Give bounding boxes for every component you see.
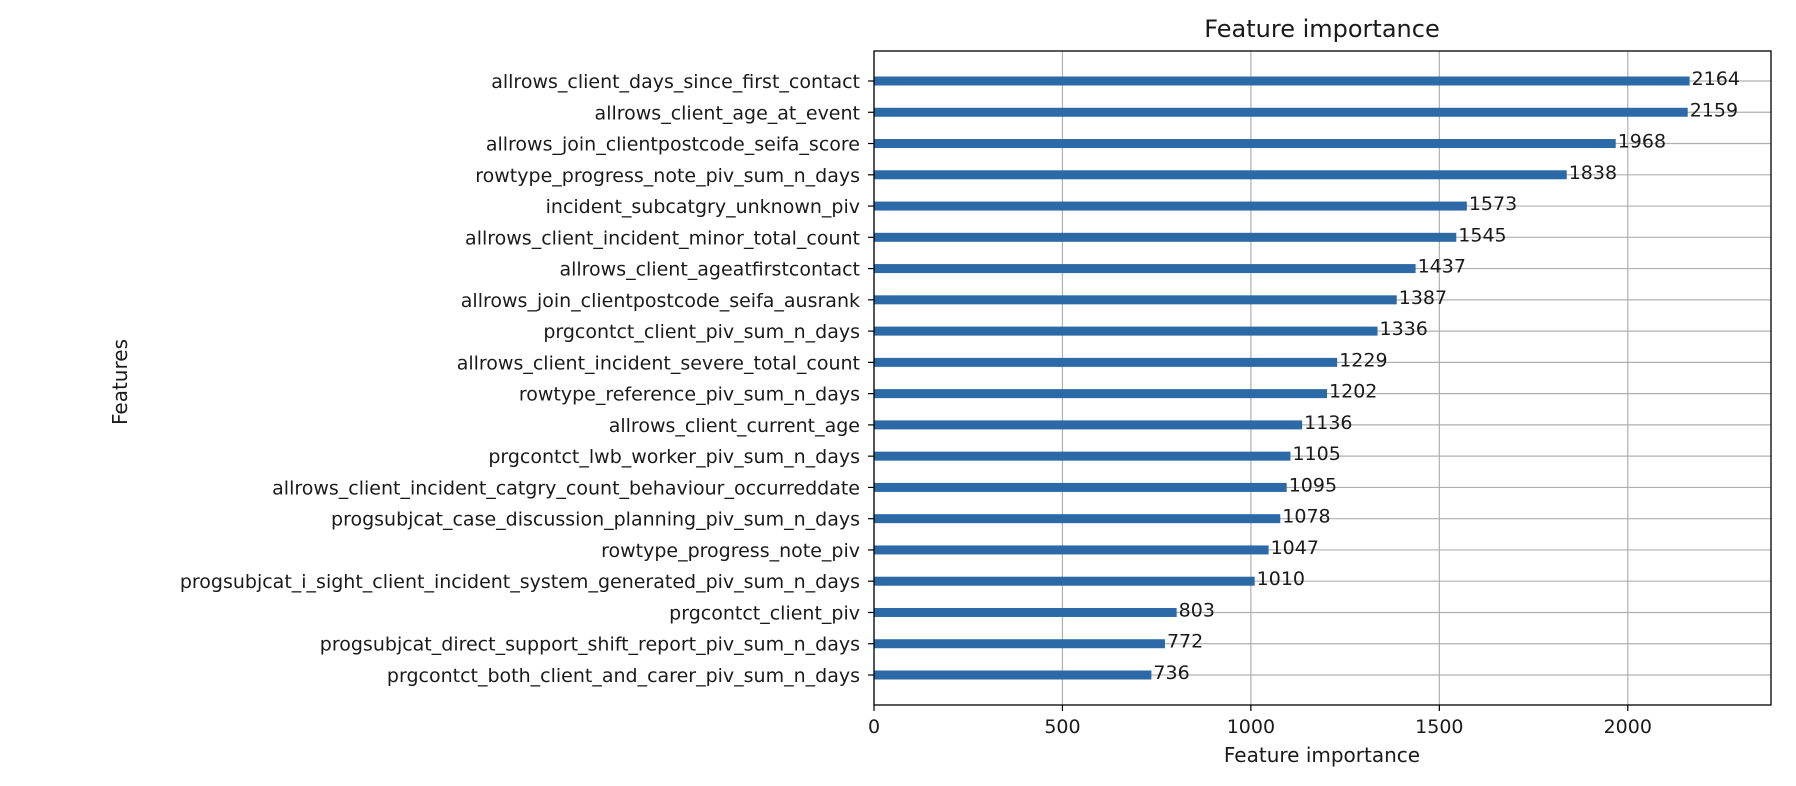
- bar: [874, 607, 1177, 617]
- category-label: allrows_client_incident_minor_total_coun…: [465, 227, 860, 249]
- x-axis-label: Feature importance: [1224, 743, 1420, 767]
- bar: [874, 295, 1397, 305]
- bar: [874, 264, 1416, 274]
- x-tick-label: 2000: [1604, 716, 1652, 738]
- category-label: progsubjcat_case_discussion_planning_piv…: [331, 509, 860, 531]
- value-label: 1047: [1271, 537, 1319, 559]
- bar: [874, 420, 1303, 430]
- x-tick-label: 500: [1044, 716, 1080, 738]
- bar: [874, 170, 1567, 180]
- bar: [874, 76, 1690, 86]
- category-label: allrows_client_days_since_first_contact: [491, 71, 860, 93]
- value-label: 1105: [1292, 443, 1340, 465]
- value-label: 1573: [1469, 193, 1517, 215]
- category-label: allrows_client_incident_catgry_count_beh…: [272, 477, 860, 499]
- bar: [874, 139, 1616, 149]
- bar: [874, 639, 1165, 649]
- bar: [874, 670, 1152, 680]
- value-label: 2159: [1690, 99, 1738, 121]
- value-label: 1545: [1458, 224, 1506, 246]
- category-label: prgcontct_client_piv: [669, 602, 860, 624]
- value-label: 1336: [1380, 318, 1428, 340]
- value-label: 772: [1167, 631, 1203, 653]
- value-label: 1078: [1282, 506, 1330, 528]
- value-label: 1838: [1569, 162, 1617, 184]
- category-label: prgcontct_both_client_and_carer_piv_sum_…: [387, 665, 860, 687]
- x-tick-label: 0: [868, 716, 880, 738]
- category-label: incident_subcatgry_unknown_piv: [546, 196, 860, 218]
- bar: [874, 576, 1255, 586]
- category-label: prgcontct_client_piv_sum_n_days: [543, 321, 860, 343]
- x-tick-label: 1000: [1227, 716, 1275, 738]
- value-label: 803: [1179, 599, 1215, 621]
- y-axis-label: Features: [108, 339, 132, 425]
- category-label: allrows_join_clientpostcode_seifa_score: [486, 134, 860, 156]
- category-label: rowtype_progress_note_piv: [601, 540, 860, 562]
- bar: [874, 451, 1291, 461]
- plot-frame: [873, 50, 1772, 706]
- category-labels: allrows_client_days_since_first_contacta…: [180, 71, 860, 687]
- x-tick-label: 1500: [1415, 716, 1463, 738]
- x-axis-ticks: 0 500 1000 1500 2000: [868, 80, 1652, 738]
- category-label: allrows_client_current_age: [609, 415, 860, 437]
- value-label: 736: [1153, 662, 1189, 684]
- category-label: progsubjcat_direct_support_shift_report_…: [320, 634, 860, 656]
- chart-title: Feature importance: [1204, 15, 1439, 43]
- bar: [874, 201, 1467, 211]
- value-label: 1437: [1418, 256, 1466, 278]
- bars: [874, 76, 1690, 680]
- value-label: 1387: [1399, 287, 1447, 309]
- category-label: allrows_client_age_at_event: [595, 102, 860, 124]
- bar: [874, 389, 1328, 399]
- value-label: 1136: [1304, 412, 1352, 434]
- value-label: 1095: [1289, 474, 1337, 496]
- category-label: rowtype_reference_piv_sum_n_days: [519, 384, 860, 406]
- category-label: allrows_client_incident_severe_total_cou…: [457, 352, 860, 374]
- category-label: rowtype_progress_note_piv_sum_n_days: [475, 165, 860, 187]
- bar: [874, 514, 1281, 524]
- bar: [874, 357, 1338, 367]
- value-label: 2164: [1692, 68, 1740, 90]
- value-label: 1968: [1618, 131, 1666, 153]
- category-label: prgcontct_lwb_worker_piv_sum_n_days: [488, 446, 860, 468]
- bar: [874, 482, 1287, 492]
- category-label: progsubjcat_i_sight_client_incident_syst…: [180, 571, 860, 593]
- bar: [874, 232, 1457, 242]
- category-label: allrows_client_ageatfirstcontact: [559, 259, 860, 281]
- bar: [874, 326, 1378, 336]
- bar: [874, 545, 1269, 555]
- value-label: 1202: [1329, 381, 1377, 403]
- value-label: 1229: [1339, 349, 1387, 371]
- value-label: 1010: [1257, 568, 1305, 590]
- bar: [874, 107, 1688, 117]
- category-label: allrows_join_clientpostcode_seifa_ausran…: [461, 290, 860, 312]
